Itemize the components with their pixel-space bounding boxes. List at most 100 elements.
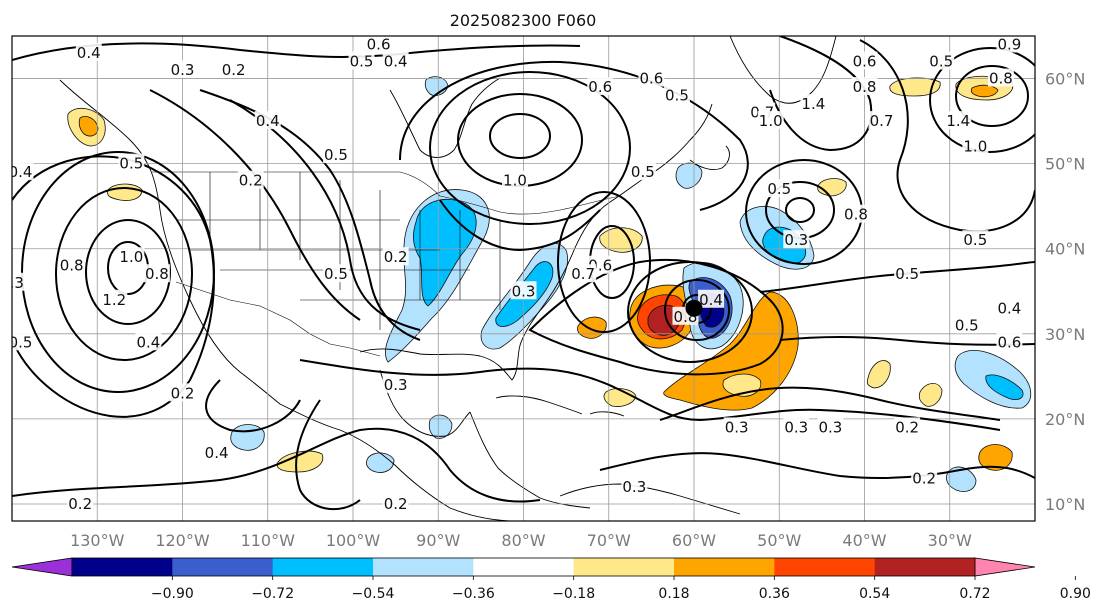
contour-band-12 (295, 399, 361, 510)
colorbar (11, 557, 1036, 577)
positive-anomaly-tail (663, 291, 799, 411)
colorbar-segment (172, 558, 274, 576)
colorbar-segment (272, 558, 374, 576)
contour-label: 0.5 (324, 265, 348, 283)
contour-label: 0.2 (171, 384, 195, 402)
contour-label-background (962, 230, 989, 249)
contour-label-background (945, 111, 972, 130)
contour-east-outer (859, 39, 1035, 233)
contour-label-background (382, 374, 409, 393)
contour-label: 0.3 (384, 376, 408, 394)
greenland-outline (729, 36, 837, 104)
contour-label-background (996, 36, 1023, 53)
contour-label-background (143, 264, 170, 283)
contour-label: 0.3 (0, 274, 24, 292)
contour-label-background (842, 204, 869, 223)
contour-label-background (203, 442, 230, 461)
newfoundland-outline (689, 145, 730, 171)
latitude-label: 30°N (1045, 325, 1085, 344)
contour-labels: 0.40.30.20.60.50.40.60.60.50.70.60.80.90… (0, 36, 1023, 513)
contour-label: 0.5 (350, 53, 374, 71)
colorbar-segment (774, 558, 876, 576)
contour-label-background (783, 417, 810, 436)
contour-label: 0.8 (145, 265, 169, 283)
contour-label: 1.2 (102, 291, 126, 309)
contour-label-background (996, 298, 1023, 317)
contour-label-background (766, 179, 793, 198)
pacific-coastline (59, 79, 511, 521)
contour-label-background (501, 170, 528, 189)
positive-anomaly-patch-east (866, 360, 891, 389)
contour-greenland-high (769, 36, 873, 152)
contour-label-background (67, 493, 94, 512)
positive-anomaly-patch-northeast-core (970, 84, 999, 98)
negative-anomaly-patch-pacific (230, 424, 265, 451)
contour-quebec-outer (399, 60, 749, 211)
contour-label: 0.6 (588, 78, 612, 96)
contour-label: 0.5 (324, 146, 348, 164)
contour-label: 1.0 (759, 112, 783, 130)
contour-label-background (757, 111, 784, 130)
colorbar-tick-label: −0.54 (352, 586, 395, 602)
contour-east-ring-1 (955, 65, 1029, 127)
contour-label-background (698, 289, 725, 308)
contour-label-background (220, 60, 247, 79)
contour-label-background (629, 162, 656, 181)
colorbar-over-triangle (974, 557, 1036, 577)
contour-label-background (783, 230, 810, 249)
contour-label-background (12, 272, 25, 291)
contour-label: 0.3 (784, 231, 808, 249)
colorbar-frame (71, 557, 976, 577)
contour-label: 0.5 (929, 53, 953, 71)
contour-label: 0.2 (68, 495, 92, 513)
latitude-label: 40°N (1045, 240, 1085, 259)
contour-label-background (663, 85, 690, 104)
contour-label-background (365, 36, 392, 53)
contour-label: 0.4 (9, 163, 33, 181)
contour-label-background (962, 136, 989, 155)
contour-label: 0.2 (384, 495, 408, 513)
positive-anomaly-patch-cape-verde (978, 444, 1013, 471)
contour-label: 0.7 (870, 112, 894, 130)
colorbar-tick-label: 0.72 (959, 586, 990, 602)
contour-label: 0.4 (77, 44, 101, 62)
gulf-coastline (359, 103, 713, 381)
contour-label: 0.3 (512, 282, 536, 300)
contour-label: 0.2 (239, 172, 263, 190)
contour-band-9 (779, 336, 1035, 346)
contour-band-4 (149, 89, 361, 321)
contour-label: 0.2 (895, 418, 919, 436)
contour-quebec-ring-3 (429, 71, 631, 225)
contour-label-background (382, 493, 409, 512)
contour-label-background (254, 111, 281, 130)
longitude-label: 50°W (757, 531, 801, 550)
negative-anomaly-patch-far-east (946, 466, 977, 492)
contour-label-background (382, 51, 409, 70)
latitude-label: 10°N (1045, 495, 1085, 514)
contour-label: 0.6 (853, 53, 877, 71)
colorbar-tick-label: −0.18 (552, 586, 595, 602)
contour-band-13 (439, 199, 601, 252)
contour-east-ring-2 (929, 47, 1035, 153)
contour-label-background (996, 332, 1023, 351)
colorbar-tick-label: 0.90 (1060, 586, 1091, 602)
positive-anomaly-patch-alaska-core (78, 116, 99, 137)
contour-pacific-ring-2 (85, 219, 171, 325)
contour-hurricane-outer (528, 258, 784, 376)
longitude-label: 120°W (155, 531, 210, 550)
contour-label: 0.8 (844, 206, 868, 224)
colorbar-segment (373, 558, 474, 576)
contour-atlantic-ring-1 (785, 197, 815, 223)
colorbar-tick-label: 0.54 (859, 586, 890, 602)
us-mexico-border (175, 281, 381, 357)
colorbar-tick-label: 0.36 (759, 586, 790, 602)
contour-label-background (587, 77, 614, 96)
contour-band-3 (229, 99, 421, 331)
contour-label-background (169, 60, 196, 79)
contour-label-background (953, 315, 980, 334)
contour-label-background (322, 145, 349, 164)
storm-center-marker (685, 299, 703, 317)
contour-label: 1.0 (963, 138, 987, 156)
contour-label: 0.7 (571, 265, 595, 283)
contour-label: 0.3 (171, 61, 195, 79)
